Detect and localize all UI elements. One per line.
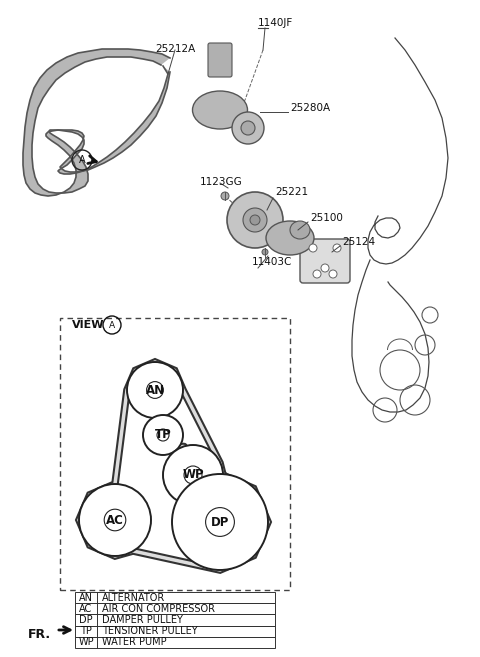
Circle shape [79, 484, 151, 556]
Text: 11403C: 11403C [252, 257, 292, 267]
Ellipse shape [192, 91, 248, 129]
Circle shape [329, 270, 337, 278]
Text: WP: WP [182, 468, 204, 482]
Circle shape [143, 415, 183, 455]
Polygon shape [23, 49, 170, 196]
Text: VIEW: VIEW [72, 320, 105, 330]
Text: 25221: 25221 [275, 187, 308, 197]
Bar [60, 318, 290, 590]
Text: TENSIONER PULLEY: TENSIONER PULLEY [102, 626, 198, 636]
Text: 25100: 25100 [310, 213, 343, 223]
FancyBboxPatch shape [208, 43, 232, 77]
Text: 1140JF: 1140JF [258, 18, 293, 28]
Text: DP: DP [211, 516, 229, 528]
Text: 25124: 25124 [342, 237, 375, 247]
Circle shape [172, 474, 268, 570]
Circle shape [127, 362, 183, 418]
FancyBboxPatch shape [300, 239, 350, 283]
Text: DAMPER PULLEY: DAMPER PULLEY [102, 615, 183, 625]
Circle shape [241, 121, 255, 135]
Bar [75, 592, 275, 603]
Text: 25280A: 25280A [290, 103, 330, 113]
Text: FR.: FR. [28, 627, 51, 641]
Circle shape [163, 445, 223, 505]
Text: AN: AN [79, 593, 93, 602]
Bar [75, 637, 275, 648]
Ellipse shape [290, 221, 310, 239]
Text: A: A [79, 155, 85, 165]
Text: TP: TP [155, 428, 171, 442]
Circle shape [243, 208, 267, 232]
Text: WP: WP [78, 637, 94, 647]
Circle shape [221, 192, 229, 200]
Circle shape [313, 270, 321, 278]
Circle shape [333, 244, 341, 252]
Circle shape [227, 192, 283, 248]
Text: A: A [109, 321, 115, 330]
Text: WATER PUMP: WATER PUMP [102, 637, 167, 647]
Circle shape [232, 112, 264, 144]
Ellipse shape [266, 221, 314, 255]
Bar [75, 603, 275, 614]
Text: 25212A: 25212A [155, 44, 195, 54]
Circle shape [321, 264, 329, 272]
Text: 1123GG: 1123GG [200, 177, 243, 187]
Bar [75, 625, 275, 637]
Text: AC: AC [106, 514, 124, 526]
Text: AC: AC [79, 604, 93, 614]
Circle shape [250, 215, 260, 225]
Text: ALTERNATOR: ALTERNATOR [102, 593, 165, 602]
Circle shape [309, 244, 317, 252]
Text: AN: AN [145, 384, 165, 397]
Text: AIR CON COMPRESSOR: AIR CON COMPRESSOR [102, 604, 215, 614]
Text: TP: TP [80, 626, 92, 636]
Circle shape [262, 249, 268, 255]
Bar [75, 614, 275, 625]
Text: DP: DP [79, 615, 93, 625]
